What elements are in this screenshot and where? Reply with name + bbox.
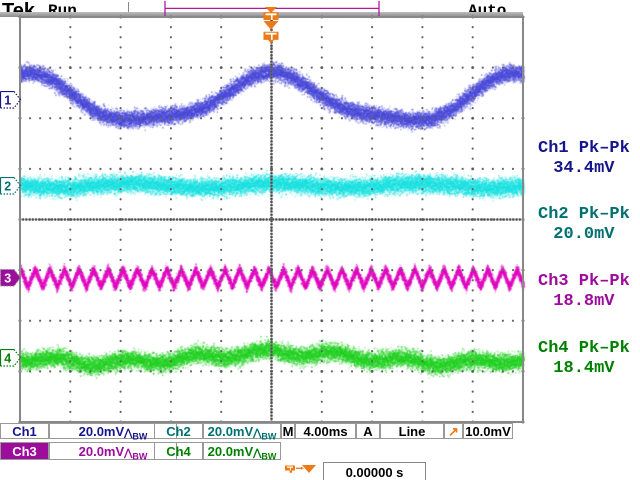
svg-text:1: 1 xyxy=(4,93,11,107)
svg-text:2: 2 xyxy=(4,179,11,193)
svg-text:3: 3 xyxy=(4,272,11,286)
svg-text:4: 4 xyxy=(4,351,11,365)
